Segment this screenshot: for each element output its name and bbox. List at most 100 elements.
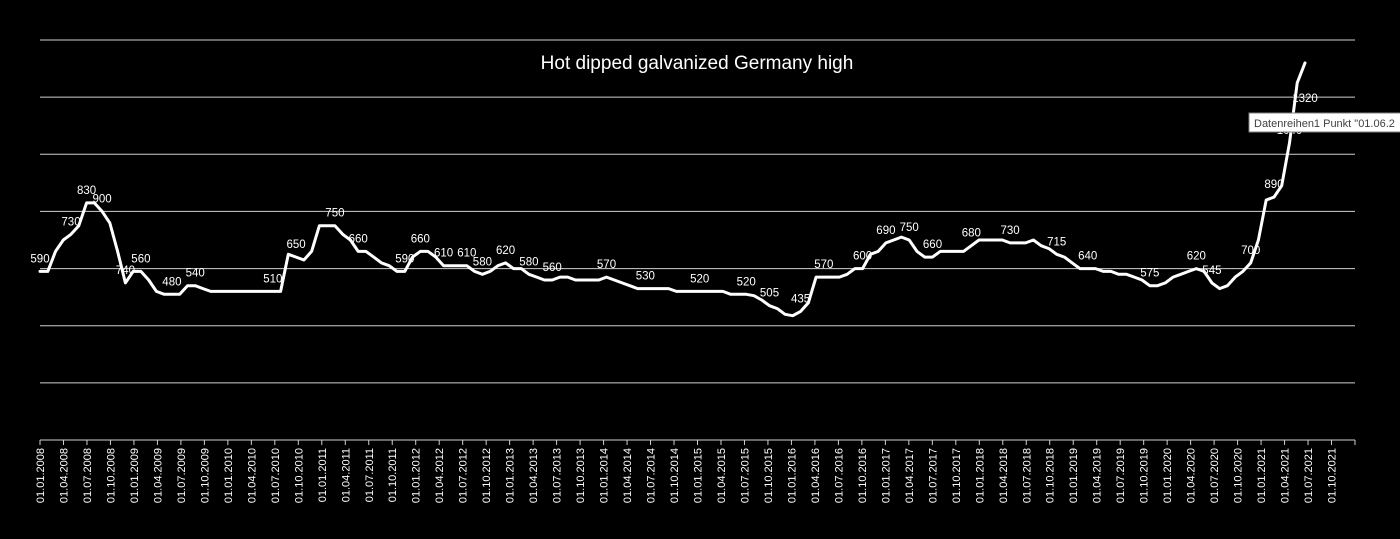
x-tick-label: 01.10.2017 <box>951 448 963 503</box>
data-label: 620 <box>496 245 515 257</box>
gridlines <box>40 39 1355 384</box>
x-tick-label: 01.07.2012 <box>458 448 470 503</box>
x-tick-label: 01.07.2014 <box>646 448 658 503</box>
x-tick-label: 01.04.2020 <box>1186 448 1198 503</box>
data-label: 545 <box>1202 265 1221 277</box>
x-tick-label: 01.04.2019 <box>1092 448 1104 503</box>
data-label: 660 <box>411 233 430 245</box>
x-tick-label: 01.10.2015 <box>763 448 775 503</box>
x-tick-label: 01.07.2010 <box>270 448 282 503</box>
data-label: 580 <box>473 256 492 268</box>
x-tick-label: 01.04.2018 <box>998 448 1010 503</box>
x-tick-label: 01.01.2015 <box>693 448 705 503</box>
data-label: 435 <box>791 293 810 305</box>
x-tick-label: 01.01.2012 <box>411 448 423 503</box>
data-label: 560 <box>131 253 150 265</box>
x-tick-label: 01.07.2020 <box>1209 448 1221 503</box>
x-tick-label: 01.04.2010 <box>246 448 258 503</box>
x-tick-label: 01.01.2017 <box>880 448 892 503</box>
data-label: 660 <box>923 239 942 251</box>
data-label: 730 <box>61 216 80 228</box>
data-label: 570 <box>597 259 616 271</box>
x-tick-label: 01.07.2011 <box>364 448 376 502</box>
data-label: 575 <box>1140 268 1159 280</box>
data-label: 590 <box>395 253 414 265</box>
x-tick-label: 01.01.2016 <box>786 448 798 503</box>
data-label: 700 <box>1241 245 1260 257</box>
x-axis-tick-labels: 01.01.2008 01.04.2008 01.07.2008 01.10.2008… <box>35 448 1339 503</box>
x-tick-label: 01.07.2009 <box>176 448 188 503</box>
data-label: 590 <box>30 253 49 265</box>
x-tick-label: 01.01.2008 <box>35 448 47 503</box>
x-axis-ticks <box>39 440 1356 445</box>
data-label: 750 <box>325 208 344 220</box>
x-tick-label: 01.10.2011 <box>387 448 399 502</box>
x-tick-label: 01.10.2016 <box>857 448 869 503</box>
x-tick-label: 01.10.2020 <box>1233 448 1245 503</box>
data-label: 660 <box>349 233 368 245</box>
data-label: 580 <box>519 256 538 268</box>
data-label: 560 <box>543 262 562 274</box>
chart-title: Hot dipped galvanized Germany high <box>541 53 854 74</box>
x-tick-label: 01.07.2017 <box>927 448 939 503</box>
x-tick-label: 01.04.2012 <box>434 448 446 503</box>
data-label: 830 <box>77 185 96 197</box>
x-tick-label: 01.01.2014 <box>599 448 611 503</box>
data-label: 650 <box>287 239 306 251</box>
x-tick-label: 01.10.2013 <box>575 448 587 503</box>
x-tick-label: 01.01.2021 <box>1256 448 1268 503</box>
x-tick-label: 01.01.2009 <box>129 448 141 503</box>
data-label: 530 <box>636 271 655 283</box>
x-tick-label: 01.10.2012 <box>481 448 493 503</box>
x-tick-label: 01.04.2009 <box>152 448 164 503</box>
x-tick-label: 01.10.2019 <box>1139 448 1151 503</box>
tooltip: Datenreihen1 Punkt "01.06.2 <box>1248 112 1400 133</box>
x-tick-label: 01.04.2008 <box>58 448 70 503</box>
x-tick-label: 01.04.2015 <box>716 448 728 503</box>
data-label: 740 <box>116 265 135 277</box>
x-tick-label: 01.04.2017 <box>904 448 916 503</box>
data-label: 715 <box>1047 236 1066 248</box>
x-tick-label: 01.01.2019 <box>1068 448 1080 503</box>
data-label: 505 <box>760 288 779 300</box>
data-label: 600 <box>853 251 872 263</box>
x-tick-label: 01.10.2010 <box>293 448 305 503</box>
x-tick-label: 01.01.2018 <box>974 448 986 503</box>
x-tick-label: 01.10.2009 <box>199 448 211 503</box>
tooltip-text: Datenreihen1 Punkt "01.06.2 <box>1254 118 1395 130</box>
data-label: 750 <box>900 222 919 234</box>
data-label: 730 <box>1001 225 1020 237</box>
data-label: 570 <box>814 259 833 271</box>
data-label: 620 <box>1187 251 1206 263</box>
data-label: 480 <box>162 276 181 288</box>
x-tick-label: 01.10.2018 <box>1045 448 1057 503</box>
x-tick-label: 01.01.2020 <box>1162 448 1174 503</box>
x-tick-label: 01.04.2011 <box>340 448 352 502</box>
data-label: 510 <box>263 273 282 285</box>
x-tick-label: 01.01.2010 <box>223 448 235 503</box>
x-tick-label: 01.04.2021 <box>1280 448 1292 503</box>
x-tick-label: 01.10.2021 <box>1327 448 1339 503</box>
x-tick-label: 01.07.2013 <box>552 448 564 503</box>
x-tick-label: 01.07.2018 <box>1021 448 1033 503</box>
data-label: 520 <box>737 276 756 288</box>
x-tick-label: 01.04.2016 <box>810 448 822 503</box>
x-tick-label: 01.07.2019 <box>1115 448 1127 503</box>
data-label: 610 <box>434 248 453 260</box>
x-tick-label: 01.01.2013 <box>505 448 517 503</box>
data-label: 900 <box>93 193 112 205</box>
data-label: 690 <box>876 225 895 237</box>
series-line[interactable] <box>38 61 1307 318</box>
x-tick-label: 01.04.2013 <box>528 448 540 503</box>
data-label: 640 <box>1078 251 1097 263</box>
data-label: 520 <box>690 273 709 285</box>
x-tick-label: 01.07.2015 <box>739 448 751 503</box>
data-label: 890 <box>1264 179 1283 191</box>
x-tick-label: 01.01.2011 <box>317 448 329 502</box>
data-label: 540 <box>186 268 205 280</box>
data-label: 680 <box>962 228 981 240</box>
data-label: 610 <box>457 248 476 260</box>
x-tick-label: 01.07.2016 <box>833 448 845 503</box>
data-label: 1320 <box>1292 93 1318 105</box>
